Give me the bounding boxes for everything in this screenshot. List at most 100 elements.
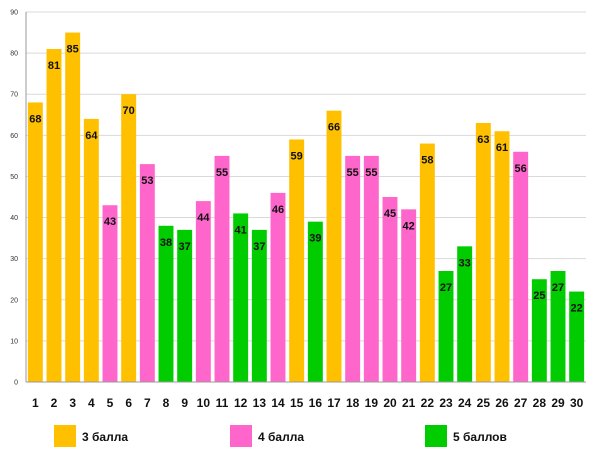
x-tick-label: 30 (570, 396, 584, 410)
data-label: 81 (48, 60, 60, 72)
bar (65, 32, 81, 383)
legend-label: 5 баллов (453, 430, 507, 444)
bar (270, 192, 286, 382)
bar (345, 155, 361, 382)
y-tick-label: 30 (10, 256, 18, 263)
x-tick-label: 7 (144, 396, 151, 410)
bar (251, 229, 267, 382)
bar (326, 110, 342, 383)
bar (289, 139, 305, 382)
data-label: 56 (515, 163, 527, 175)
data-label: 55 (365, 167, 377, 179)
x-axis-ticks: 1 2 3 4 5 6 7 8 9 10 11 12 13 14 15 16 17 18 19 20 21 22 23 24 2… (32, 396, 584, 410)
bar (363, 155, 379, 382)
legend-swatch (425, 425, 447, 447)
bar (214, 155, 230, 382)
bar (27, 102, 43, 382)
x-tick-label: 23 (439, 396, 453, 410)
bar (307, 221, 323, 382)
x-tick-label: 13 (253, 396, 267, 410)
data-label: 42 (403, 220, 415, 232)
y-tick-label: 50 (10, 174, 18, 181)
bar (46, 49, 62, 382)
bar (195, 201, 211, 382)
x-tick-label: 24 (458, 396, 472, 410)
data-label: 33 (459, 257, 471, 269)
data-label: 55 (216, 167, 228, 179)
data-label: 43 (104, 216, 116, 228)
data-label: 37 (253, 241, 265, 253)
bar (550, 271, 566, 382)
data-label: 66 (328, 122, 340, 134)
bar (569, 291, 585, 382)
y-tick-label: 90 (10, 10, 18, 17)
legend-swatch (230, 425, 252, 447)
data-labels: 68 81 85 64 43 70 53 38 37 44 55 41 37 46 59 39 66 55 55 45… (29, 44, 583, 315)
bar (494, 131, 510, 382)
bar (177, 229, 193, 382)
data-label: 58 (421, 155, 433, 167)
x-tick-label: 12 (234, 396, 248, 410)
bar (139, 164, 155, 382)
data-label: 39 (309, 233, 321, 245)
gridlines (26, 11, 586, 383)
x-tick-label: 27 (514, 396, 528, 410)
legend-swatch (54, 425, 76, 447)
y-tick-label: 70 (10, 92, 18, 99)
x-tick-label: 26 (495, 396, 509, 410)
y-tick-label: 40 (10, 215, 18, 222)
data-label: 46 (272, 204, 284, 216)
data-label: 63 (477, 134, 489, 146)
data-label: 45 (384, 208, 396, 220)
bar (531, 279, 547, 382)
x-tick-label: 28 (533, 396, 547, 410)
data-label: 64 (85, 130, 98, 142)
bar (401, 209, 417, 382)
data-label: 44 (197, 212, 210, 224)
bar (233, 213, 249, 382)
x-tick-label: 5 (107, 396, 114, 410)
x-tick-label: 18 (346, 396, 360, 410)
data-label: 61 (496, 142, 508, 154)
x-tick-label: 22 (421, 396, 435, 410)
data-label: 85 (67, 44, 79, 56)
x-tick-label: 16 (309, 396, 323, 410)
bar (419, 143, 435, 382)
data-label: 38 (160, 237, 172, 249)
x-tick-label: 20 (383, 396, 397, 410)
bar (83, 118, 99, 382)
x-tick-label: 29 (551, 396, 565, 410)
x-tick-label: 6 (125, 396, 132, 410)
bar (457, 246, 473, 382)
x-tick-label: 19 (365, 396, 379, 410)
y-axis-ticks: 0 10 20 30 40 50 60 70 80 90 (10, 10, 18, 387)
data-label: 22 (571, 303, 583, 315)
x-tick-label: 4 (88, 396, 95, 410)
x-tick-label: 21 (402, 396, 416, 410)
x-tick-label: 11 (216, 396, 229, 410)
data-label: 70 (123, 105, 135, 117)
legend-label: 3 балла (82, 430, 128, 444)
bar (102, 205, 118, 382)
data-label: 27 (440, 282, 452, 294)
x-tick-label: 10 (197, 396, 211, 410)
data-label: 41 (235, 224, 247, 236)
bar (121, 94, 137, 382)
x-tick-label: 25 (477, 396, 491, 410)
data-label: 53 (141, 175, 153, 187)
legend: 3 балла 4 балла 5 баллов (54, 425, 507, 447)
data-label: 59 (291, 150, 303, 162)
y-tick-label: 20 (10, 297, 18, 304)
bar (475, 123, 491, 382)
y-tick-label: 80 (10, 51, 18, 58)
data-label: 25 (533, 290, 545, 302)
x-tick-label: 15 (290, 396, 304, 410)
y-tick-label: 10 (10, 338, 18, 345)
x-tick-label: 17 (327, 396, 341, 410)
y-tick-label: 0 (14, 380, 18, 387)
legend-label: 4 балла (258, 430, 304, 444)
bar (382, 197, 398, 382)
data-label: 68 (29, 113, 41, 125)
x-tick-label: 2 (51, 396, 58, 410)
